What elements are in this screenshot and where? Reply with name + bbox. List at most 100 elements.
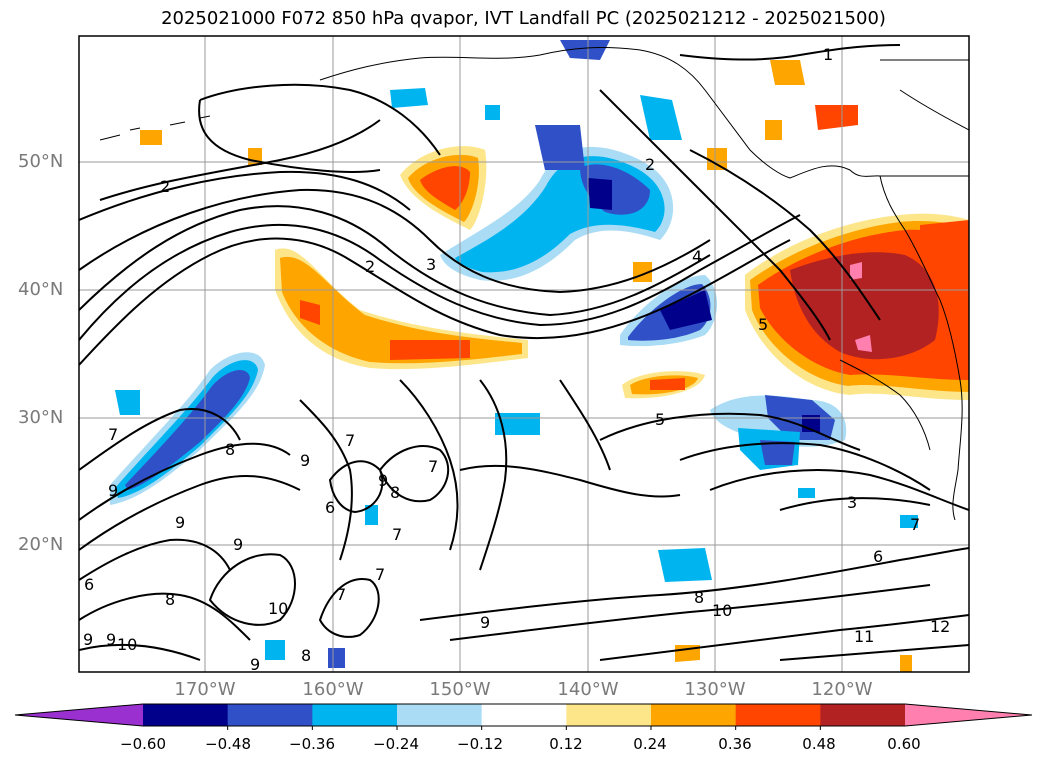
shade-positive: [815, 105, 858, 130]
gridlines: [79, 36, 969, 672]
lon-label: 130°W: [684, 679, 746, 700]
contour-label: 3: [426, 255, 436, 274]
shade-positive: [140, 130, 162, 145]
colorbar-tick-label: 0.36: [718, 735, 752, 753]
contour-label: 8: [301, 646, 311, 665]
map-content: 1 2 2 2 3 4 5 5 3 6 7 7 8 9 9 8 9 9 10 1…: [79, 36, 969, 674]
shade-negative: [365, 505, 378, 525]
colorbar-bin: [651, 704, 737, 726]
contour-label: 12: [930, 617, 950, 636]
lon-label: 120°W: [811, 679, 873, 700]
shade-positive: [900, 655, 912, 672]
contour-lines: [79, 44, 969, 661]
colorbar-bin: [481, 704, 567, 726]
lat-label: 30°N: [18, 407, 64, 428]
shade-negative: [640, 95, 682, 140]
contour-label: 6: [325, 498, 335, 517]
colorbar-bin: [820, 704, 906, 726]
coastlines: [99, 47, 969, 521]
shade-negative: [485, 105, 500, 120]
shade-negative: [560, 40, 610, 60]
shading-layer: [110, 40, 969, 672]
contour-label: 2: [160, 177, 170, 196]
colorbar-tick-label: 0.12: [549, 735, 583, 753]
shade-positive: [855, 335, 872, 352]
contour-label: 9: [250, 655, 260, 674]
contour-label: 10: [268, 599, 288, 618]
shade-negative: [658, 548, 712, 582]
shade-positive: [850, 262, 862, 280]
contour-label: 9: [378, 471, 388, 490]
colorbar-extend-high: [905, 704, 1032, 726]
shade-positive: [790, 252, 939, 360]
colorbar-tick-label: −0.24: [373, 735, 419, 753]
contour-label: 7: [108, 425, 118, 444]
contour-label-group: 1 2 2 2 3 4 5 5 3 6 7 7 8 9 9 8 9 9 10 1…: [83, 45, 950, 674]
contour-label: 7: [910, 515, 920, 534]
colorbar-tick-label: −0.60: [120, 735, 166, 753]
shade-positive: [280, 256, 522, 364]
contour-label: 6: [873, 547, 883, 566]
contour-label: 7: [392, 525, 402, 544]
colorbar-extend-low: [15, 704, 143, 726]
contour-label: 7: [345, 431, 355, 450]
contour-label: 7: [428, 457, 438, 476]
shade-negative: [390, 88, 428, 108]
shade-negative: [125, 370, 250, 490]
shade-negative: [798, 488, 815, 498]
lat-label: 20°N: [18, 534, 64, 555]
shade-positive: [707, 148, 727, 170]
shade-positive: [920, 220, 969, 265]
contour-label: 9: [300, 451, 310, 470]
contour-label: 7: [336, 585, 346, 604]
contour-label: 9: [175, 513, 185, 532]
colorbar-tick-label: −0.36: [289, 735, 335, 753]
contour-label: 7: [375, 565, 385, 584]
shade-negative: [115, 390, 140, 415]
contour-label: 8: [165, 590, 175, 609]
colorbar-tick-label: −0.48: [205, 735, 251, 753]
contour-label: 5: [758, 315, 768, 334]
contour-label: 1: [823, 45, 833, 64]
lon-label: 140°W: [557, 679, 619, 700]
colorbar-bin: [566, 704, 652, 726]
shade-positive: [765, 120, 782, 140]
shade-negative: [328, 648, 345, 668]
contour-label: 6: [84, 575, 94, 594]
contour-label: 3: [847, 493, 857, 512]
plot-title: 2025021000 F072 850 hPa qvapor, IVT Land…: [161, 8, 886, 29]
contour-label: 8: [390, 483, 400, 502]
contour-label: 10: [117, 635, 137, 654]
contour-label: 9: [106, 630, 116, 649]
shade-negative: [660, 290, 712, 330]
shade-negative: [535, 125, 585, 170]
contour-label: 4: [692, 247, 702, 266]
contour-label: 9: [108, 481, 118, 500]
contour-label: 9: [480, 613, 490, 632]
colorbar-outline: [14, 703, 1033, 727]
contour-label: 10: [712, 601, 732, 620]
lat-label: 50°N: [18, 151, 64, 172]
map-frame: [78, 35, 970, 673]
colorbar-bin: [735, 704, 821, 726]
shade-positive: [420, 166, 470, 210]
colorbar-tick-label: 0.24: [633, 735, 667, 753]
contour-label: 9: [83, 630, 93, 649]
lon-label: 160°W: [302, 679, 364, 700]
contour-label: 9: [233, 535, 243, 554]
colorbar-bin: [143, 704, 229, 726]
shade-positive: [650, 378, 685, 390]
lon-label: 170°W: [174, 679, 236, 700]
contour-label: 11: [854, 627, 874, 646]
shade-negative: [760, 440, 795, 465]
contour-label: 2: [645, 155, 655, 174]
contour-label: 2: [365, 257, 375, 276]
shade-negative: [265, 640, 285, 660]
lon-label: 150°W: [429, 679, 491, 700]
shade-negative: [900, 515, 918, 528]
contour-label: 8: [225, 440, 235, 459]
shade-negative: [588, 178, 612, 210]
colorbar: [14, 703, 1033, 730]
colorbar-tick-label: 0.60: [887, 735, 921, 753]
